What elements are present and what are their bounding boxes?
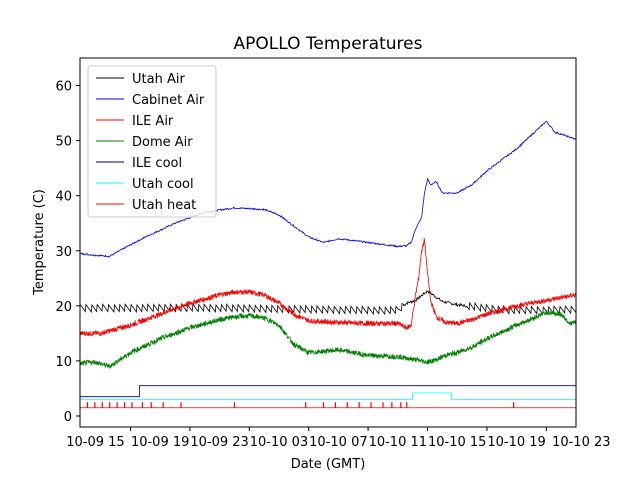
- legend-label-dome-air: Dome Air: [132, 135, 193, 150]
- y-tick-label: 0: [64, 410, 72, 425]
- legend-label-ile-air: ILE Air: [132, 114, 174, 129]
- x-tick-label: 10-09 19: [131, 435, 189, 450]
- x-tick-label: 10-10 23: [552, 435, 610, 450]
- y-axis-label: Temperature (C): [32, 189, 47, 296]
- y-tick-label: 20: [55, 300, 72, 315]
- legend-label-ile-cool: ILE cool: [132, 156, 182, 171]
- x-tick-label: 10-10 11: [369, 435, 427, 450]
- chart-title: APOLLO Temperatures: [234, 34, 423, 54]
- x-axis-label: Date (GMT): [291, 457, 366, 472]
- x-tick-label: 10-10 15: [428, 435, 486, 450]
- utah-air-line: [80, 289, 576, 316]
- legend-label-utah-air: Utah Air: [132, 72, 185, 87]
- y-tick-label: 30: [55, 245, 72, 260]
- legend-label-cabinet-air: Cabinet Air: [132, 93, 205, 108]
- x-tick-label: 10-09 15: [66, 435, 124, 450]
- legend-box: [87, 65, 217, 218]
- plot-frame: [79, 57, 577, 428]
- legend-label-utah-heat: Utah heat: [132, 198, 196, 213]
- y-tick-label: 40: [55, 190, 72, 205]
- cabinet-air-line: [80, 120, 576, 258]
- dome-air-line: [80, 310, 576, 369]
- ile-air-line: [80, 237, 576, 337]
- y-tick-label: 60: [55, 80, 72, 95]
- plot-area: [80, 120, 576, 409]
- y-tick-label: 10: [55, 355, 72, 370]
- y-tick-label: 50: [55, 135, 72, 150]
- legend: Utah Air Cabinet Air ILE Air Dome Air ILE co…: [87, 65, 217, 218]
- x-tick-label: 10-10 03: [250, 435, 308, 450]
- legend-label-utah-cool: Utah cool: [132, 177, 194, 192]
- ile-cool-line: [80, 385, 576, 398]
- utah-cool-line: [80, 392, 576, 400]
- x-tick-label: 10-09 23: [190, 435, 248, 450]
- x-tick-label: 10-10 07: [309, 435, 367, 450]
- x-tick-label: 10-10 19: [487, 435, 545, 450]
